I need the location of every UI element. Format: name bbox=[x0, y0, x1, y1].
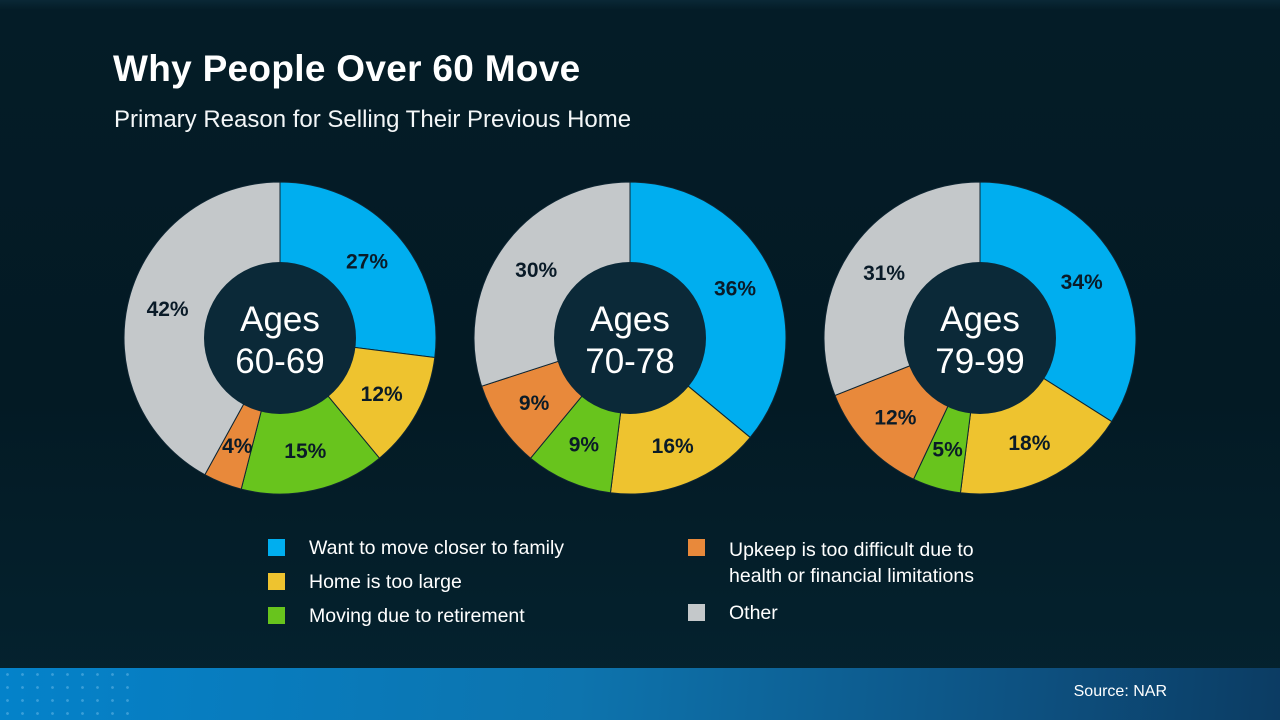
footer-bar: Source: NAR bbox=[0, 668, 1280, 720]
legend-item-retirement: Moving due to retirement bbox=[268, 605, 564, 627]
donut-center-label: 60-69 bbox=[235, 342, 325, 381]
slice-label: 15% bbox=[284, 440, 326, 463]
legend-item-too-large: Home is too large bbox=[268, 571, 564, 593]
slice-label: 5% bbox=[932, 438, 963, 461]
page-subtitle: Primary Reason for Selling Their Previou… bbox=[114, 106, 632, 133]
slice-label: 31% bbox=[863, 262, 905, 285]
slice-label: 27% bbox=[346, 250, 388, 273]
donut-center-label: Ages bbox=[940, 300, 1020, 339]
donut-chart-1: 27% 12% 15% 4% 42% Ages 60-69 bbox=[115, 173, 445, 503]
slice-label: 9% bbox=[519, 392, 550, 415]
donut-center-label: 79-99 bbox=[935, 342, 1025, 381]
footer-dots-pattern bbox=[0, 668, 130, 720]
slice-label: 12% bbox=[874, 406, 916, 429]
donut-center-label: Ages bbox=[240, 300, 320, 339]
page-title: Why People Over 60 Move bbox=[113, 48, 581, 89]
slice-label: 18% bbox=[1008, 432, 1050, 455]
legend-label: Home is too large bbox=[309, 571, 462, 593]
slice-label: 12% bbox=[361, 383, 403, 406]
donut-hole bbox=[554, 262, 706, 414]
slice-label: 42% bbox=[147, 298, 189, 321]
slice-label: 4% bbox=[222, 435, 253, 458]
legend-swatch-blue bbox=[268, 539, 285, 556]
donut-chart-2: 36% 16% 9% 9% 30% Ages 70-78 bbox=[465, 173, 795, 503]
legend-item-family: Want to move closer to family bbox=[268, 537, 564, 559]
legend-label: Upkeep is too difficult due to health or… bbox=[729, 539, 974, 587]
legend-item-upkeep: Upkeep is too difficult due to health or… bbox=[688, 537, 1014, 589]
legend-label: Moving due to retirement bbox=[309, 605, 525, 627]
legend-column-2: Upkeep is too difficult due to health or… bbox=[688, 537, 1014, 636]
slice-label: 36% bbox=[714, 278, 756, 301]
legend-swatch-green bbox=[268, 607, 285, 624]
slice-label: 34% bbox=[1061, 271, 1103, 294]
legend-swatch-yellow bbox=[268, 573, 285, 590]
donut-chart-3: 34% 18% 5% 12% 31% Ages 79-99 bbox=[815, 173, 1145, 503]
legend-item-other: Other bbox=[688, 602, 1014, 624]
donut-hole bbox=[904, 262, 1056, 414]
donut-center-label: Ages bbox=[590, 300, 670, 339]
slice-label: 9% bbox=[569, 434, 600, 457]
donut-hole bbox=[204, 262, 356, 414]
legend-swatch-gray bbox=[688, 604, 705, 621]
source-attribution: Source: NAR bbox=[1073, 683, 1167, 700]
slice-label: 16% bbox=[652, 435, 694, 458]
legend-swatch-orange bbox=[688, 539, 705, 556]
legend-label: Other bbox=[729, 602, 778, 624]
legend-label: Want to move closer to family bbox=[309, 537, 565, 559]
slice-label: 30% bbox=[515, 259, 557, 282]
legend-column-1: Want to move closer to family Home is to… bbox=[268, 537, 564, 639]
donut-center-label: 70-78 bbox=[585, 342, 675, 381]
